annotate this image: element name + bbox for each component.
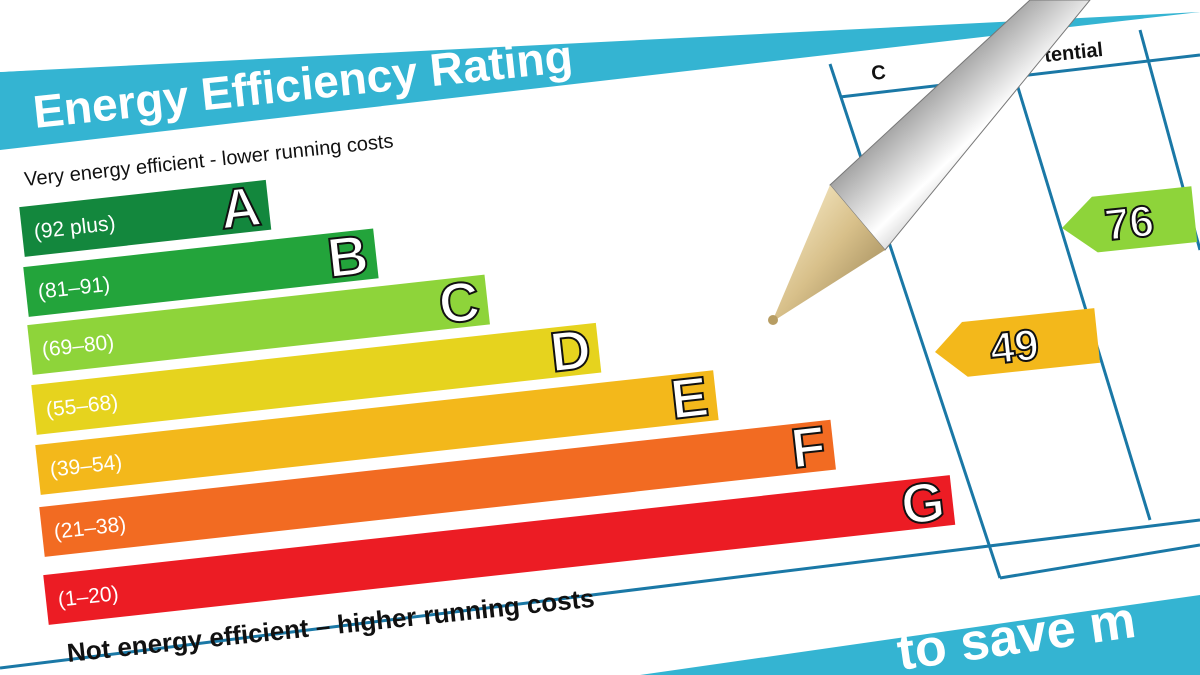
- band-letter: G: [898, 469, 948, 536]
- band-letter: E: [667, 364, 711, 431]
- band-bar: [39, 419, 836, 557]
- band-bar: [43, 475, 956, 625]
- band-bar: [19, 179, 272, 257]
- title-banner-top: [0, 0, 1200, 72]
- band-letter: A: [217, 174, 264, 241]
- band-bar: [23, 228, 379, 317]
- band-d: (55–68)D: [31, 316, 602, 435]
- band-e: (39–54)E: [35, 363, 719, 495]
- band-a: (92 plus) A: [19, 173, 272, 257]
- potential-rating-value: 76: [1102, 197, 1156, 251]
- rating-bands: (92 plus) A(81–91) B(69–80)C(55–68)D(39–54…: [19, 173, 956, 625]
- band-c: (69–80)C: [27, 268, 490, 375]
- band-bar: [35, 370, 719, 495]
- footer-banner: [640, 595, 1200, 675]
- band-letter: B: [324, 222, 371, 289]
- current-rating-value: 49: [988, 320, 1042, 374]
- band-letter: F: [788, 414, 829, 480]
- column-header-current: C: [870, 62, 887, 85]
- pen-image: [768, 0, 1091, 325]
- band-b: (81–91) B: [23, 221, 379, 317]
- current-rating-arrow: 49: [935, 308, 1101, 377]
- band-letter: C: [436, 269, 483, 336]
- title-banner: [0, 0, 1200, 150]
- band-bar: [27, 274, 490, 375]
- potential-rating-arrow: 76: [1062, 186, 1198, 253]
- band-letter: D: [547, 317, 594, 384]
- band-f: (21–38)F: [39, 413, 836, 557]
- band-g: (1–20)G: [43, 468, 956, 625]
- band-bar: [31, 322, 602, 435]
